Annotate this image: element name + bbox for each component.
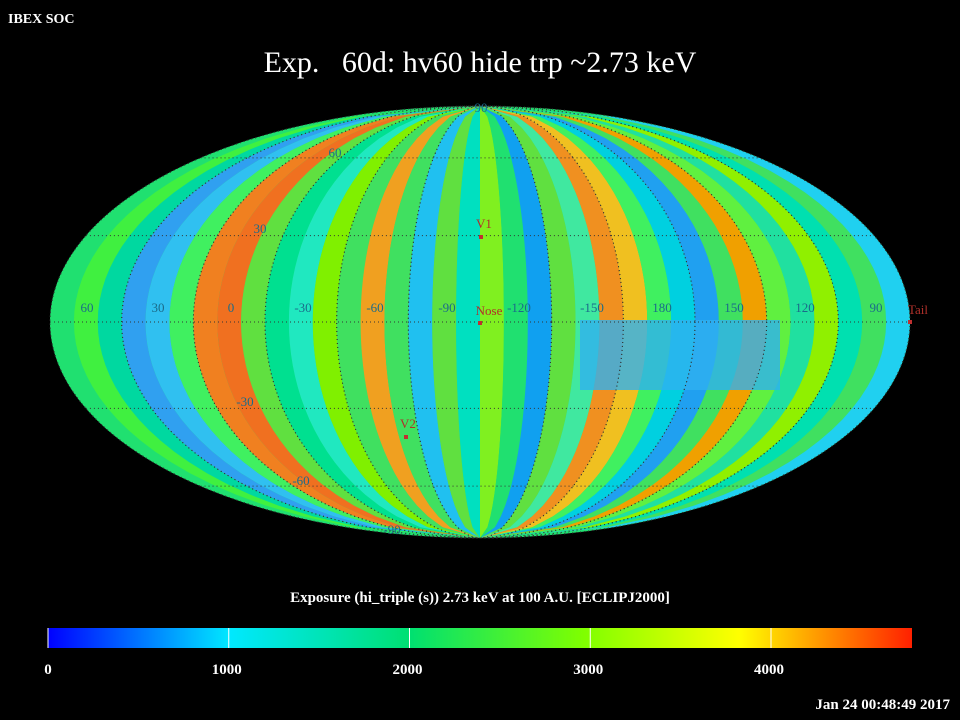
map-gore <box>312 106 480 538</box>
map-gore <box>360 106 480 538</box>
latitude-label: -90 <box>383 522 400 537</box>
longitude-label: 60 <box>81 300 94 315</box>
longitude-label: -120 <box>507 300 531 315</box>
marker-label: V2 <box>400 416 416 431</box>
colorbar-tick-label: 1000 <box>212 662 242 678</box>
marker-dot <box>404 435 408 439</box>
longitude-label: 150 <box>724 300 744 315</box>
longitude-label: 30 <box>152 300 165 315</box>
colorbar-tick-label: 2000 <box>393 662 423 678</box>
longitude-label: 120 <box>795 300 815 315</box>
title: Exp. 60d: hv60 hide trp ~2.73 keV <box>264 46 697 79</box>
map-gore <box>480 106 624 538</box>
corner-label: IBEX SOC <box>8 12 75 27</box>
latitude-label: 30 <box>254 221 267 236</box>
map-gore <box>480 106 552 538</box>
colorbar-label: Exposure (hi_triple (s)) 2.73 keV at 100… <box>290 590 670 606</box>
map-gore <box>408 106 480 538</box>
longitude-label: 90 <box>870 300 883 315</box>
colorbar-tick-label: 0 <box>44 662 52 678</box>
longitude-label: -30 <box>294 300 311 315</box>
map-gore <box>480 106 600 538</box>
latitude-label: -30 <box>236 394 253 409</box>
latitude-label: 90 <box>475 100 488 115</box>
map-gore <box>456 106 480 538</box>
longitude-label: -90 <box>438 300 455 315</box>
map-gore <box>480 106 528 538</box>
map-gore <box>384 106 480 538</box>
colorbar <box>48 628 912 648</box>
latitude-label: -60 <box>292 473 309 488</box>
latitude-label: 60 <box>329 145 342 160</box>
marker-dot <box>479 235 483 239</box>
longitude-label: 0 <box>228 300 235 315</box>
map-gore <box>480 106 648 538</box>
graticule: 60 30 0 -30 -60 -90 -120 -150 180 150 120 90 90 60 30 -… <box>49 100 928 539</box>
map-gore <box>480 106 576 538</box>
colorbar-tick-label: 4000 <box>754 662 784 678</box>
marker-label: V1 <box>476 216 492 231</box>
map-patch <box>580 320 780 390</box>
longitude-label: -60 <box>366 300 383 315</box>
marker-dot <box>478 321 482 325</box>
longitude-label: -150 <box>580 300 604 315</box>
map-gore <box>480 106 504 538</box>
colorbar-tick-label: 3000 <box>573 662 603 678</box>
marker-label: Tail <box>908 302 928 317</box>
marker-dot <box>908 320 912 324</box>
timestamp: Jan 24 00:48:49 2017 <box>815 697 950 713</box>
longitude-label: 180 <box>652 300 672 315</box>
map-gore <box>336 106 480 538</box>
marker-label: Nose <box>476 303 503 318</box>
